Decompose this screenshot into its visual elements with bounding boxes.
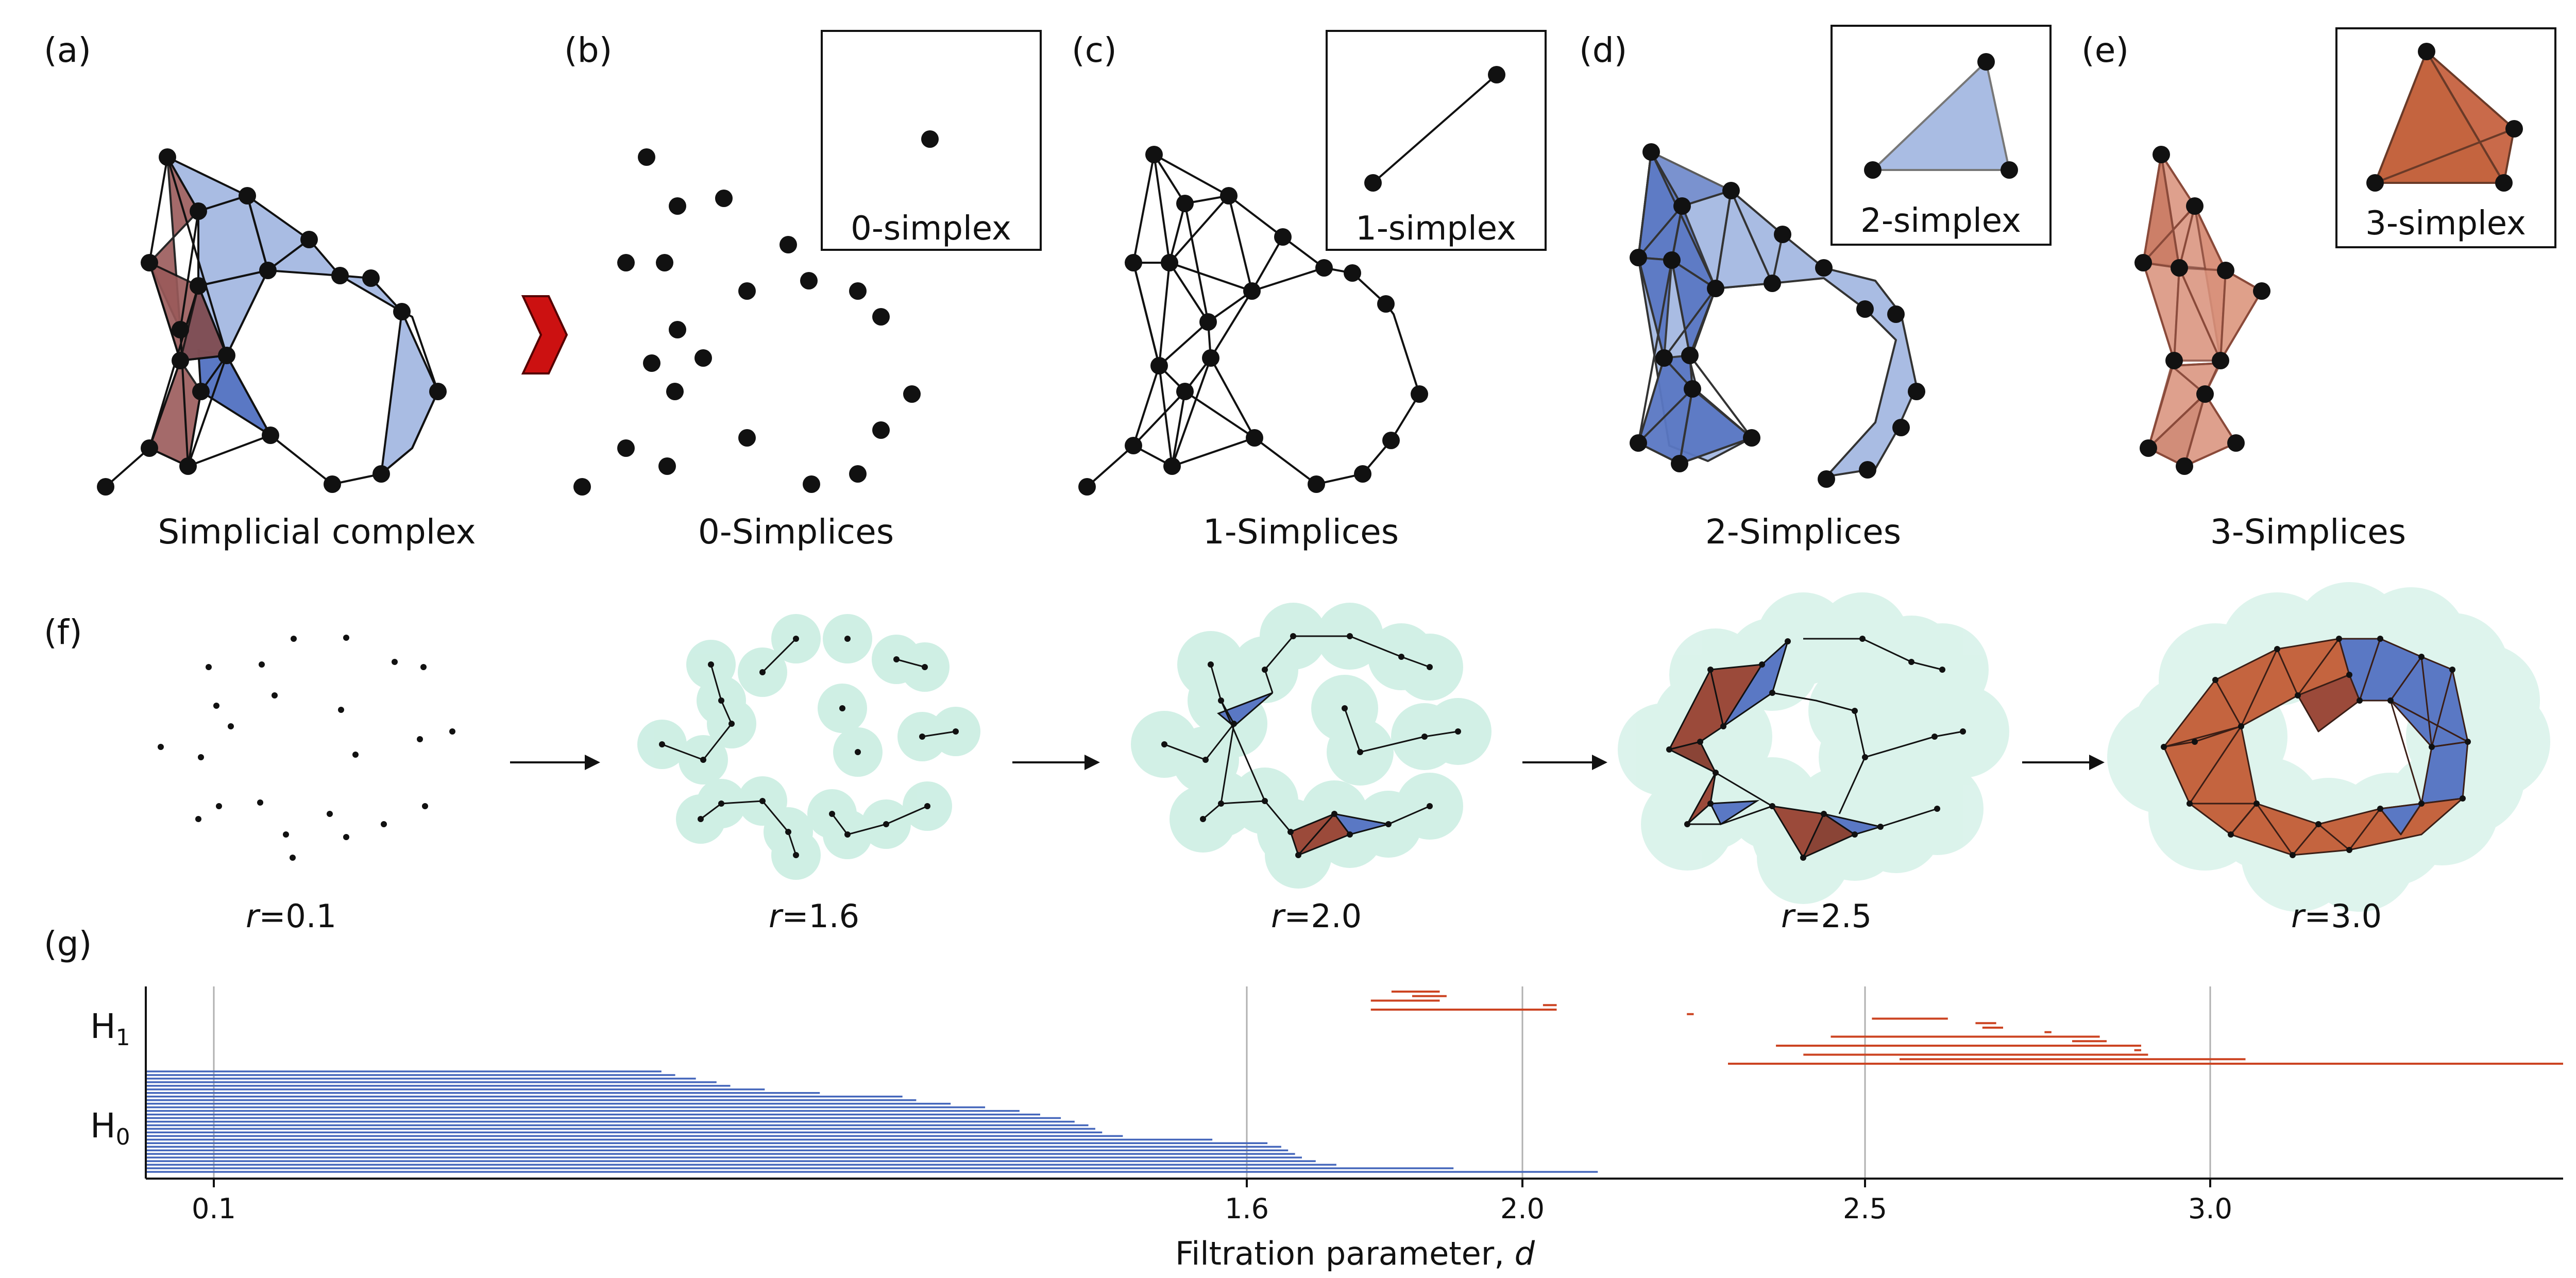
filtration-stage-4 [1618, 592, 2009, 904]
filtration-stage-5 [2107, 582, 2550, 912]
x-axis-label: Filtration parameter, d [1175, 1235, 1535, 1272]
simplicial-complex-drawing [105, 156, 439, 488]
radius-label-2: r=1.6 [769, 897, 859, 935]
red-arrow-icon [521, 295, 568, 374]
inset-point [921, 130, 939, 148]
inset-tri-vertex-2 [1977, 53, 1995, 71]
x-tick-label-3: 2.0 [1500, 1192, 1545, 1225]
inset-tet-vertex-4 [2366, 174, 2384, 192]
inset-triangle [1870, 60, 2011, 171]
stage-arrow-head-1 [585, 755, 600, 770]
inset-tri-vertex-3 [2001, 161, 2018, 179]
inset-label-d: 2-simplex [1860, 202, 2021, 240]
panel-label-a: (a) [44, 30, 91, 70]
caption-b: 0-Simplices [698, 512, 894, 552]
barcode-x-ticks: 0.1 1.6 2.0 2.5 3.0 [192, 1179, 2232, 1225]
y-label-h0: H0 [90, 1106, 130, 1150]
x-tick-label-1: 0.1 [192, 1192, 236, 1225]
barcode-h1-bars [1370, 991, 2563, 1065]
radius-label-1: r=0.1 [246, 897, 336, 935]
inset-tet-vertex-3 [2495, 174, 2513, 192]
inset-label-e: 3-simplex [2365, 205, 2526, 243]
filtration-stage-2 [637, 614, 980, 880]
caption-e: 3-Simplices [2210, 512, 2406, 552]
radius-label-4: r=2.5 [1781, 897, 1872, 935]
panel-f: (f) [44, 582, 2550, 935]
stage-arrow-head-2 [1084, 755, 1100, 770]
caption-d: 2-Simplices [1705, 512, 1901, 552]
panel-label-d: (d) [1579, 30, 1627, 70]
filtration-stage-3 [1131, 603, 1492, 889]
zero-simplices-points [573, 148, 921, 496]
stage-arrow-head-3 [1592, 755, 1607, 770]
inset-edge-start [1364, 174, 1382, 192]
complex-vertices [97, 148, 447, 496]
two-simplices-vertices [1630, 143, 1925, 488]
caption-a: Simplicial complex [158, 512, 476, 552]
stage-arrow-head-4 [2089, 755, 2105, 770]
panel-e: (e) [2081, 27, 2556, 552]
caption-c: 1-Simplices [1203, 512, 1399, 552]
radius-label-5: r=3.0 [2291, 897, 2382, 935]
panel-label-b: (b) [564, 30, 612, 70]
inset-tri-vertex-1 [1864, 161, 1882, 179]
panel-a: (a) [44, 30, 476, 552]
panel-d: (d) [1579, 25, 2052, 552]
panel-label-c: (c) [1072, 30, 1117, 70]
inset-box-c [1326, 30, 1547, 251]
three-simplices-drawing [2142, 154, 2263, 467]
three-simplices-vertices [2134, 146, 2270, 475]
one-simplices-vertices [1078, 146, 1428, 496]
x-tick-label-5: 3.0 [2188, 1192, 2232, 1225]
inset-label-b: 0-simplex [851, 210, 1011, 248]
inset-tet-vertex-2 [2505, 120, 2523, 138]
panel-c: (c) [1072, 30, 1547, 552]
inset-tet-vertex-1 [2418, 43, 2435, 60]
inset-label-c: 1-simplex [1355, 210, 1516, 248]
inset-tetrahedron [2374, 50, 2515, 184]
x-tick-label-4: 2.5 [1843, 1192, 1887, 1225]
barcode-h0-bars [146, 1070, 1598, 1173]
radius-label-3: r=2.0 [1271, 897, 1362, 935]
inset-edge-end [1488, 66, 1505, 83]
x-tick-label-2: 1.6 [1225, 1192, 1269, 1225]
filtration-stage-1 [158, 635, 455, 861]
panel-label-f: (f) [44, 612, 82, 652]
two-simplices-drawing [1637, 151, 1918, 478]
panel-label-e: (e) [2081, 30, 2129, 70]
panel-b: (b) 0-simplex 0-Simplices [564, 30, 1042, 552]
panel-label-g: (g) [44, 924, 92, 964]
inset-edge [1372, 74, 1498, 184]
panel-g: (g) 0.1 1.6 2.0 2.5 3.0 H1 H0 Filtration par… [44, 924, 2563, 1272]
y-label-h1: H1 [90, 1007, 130, 1051]
